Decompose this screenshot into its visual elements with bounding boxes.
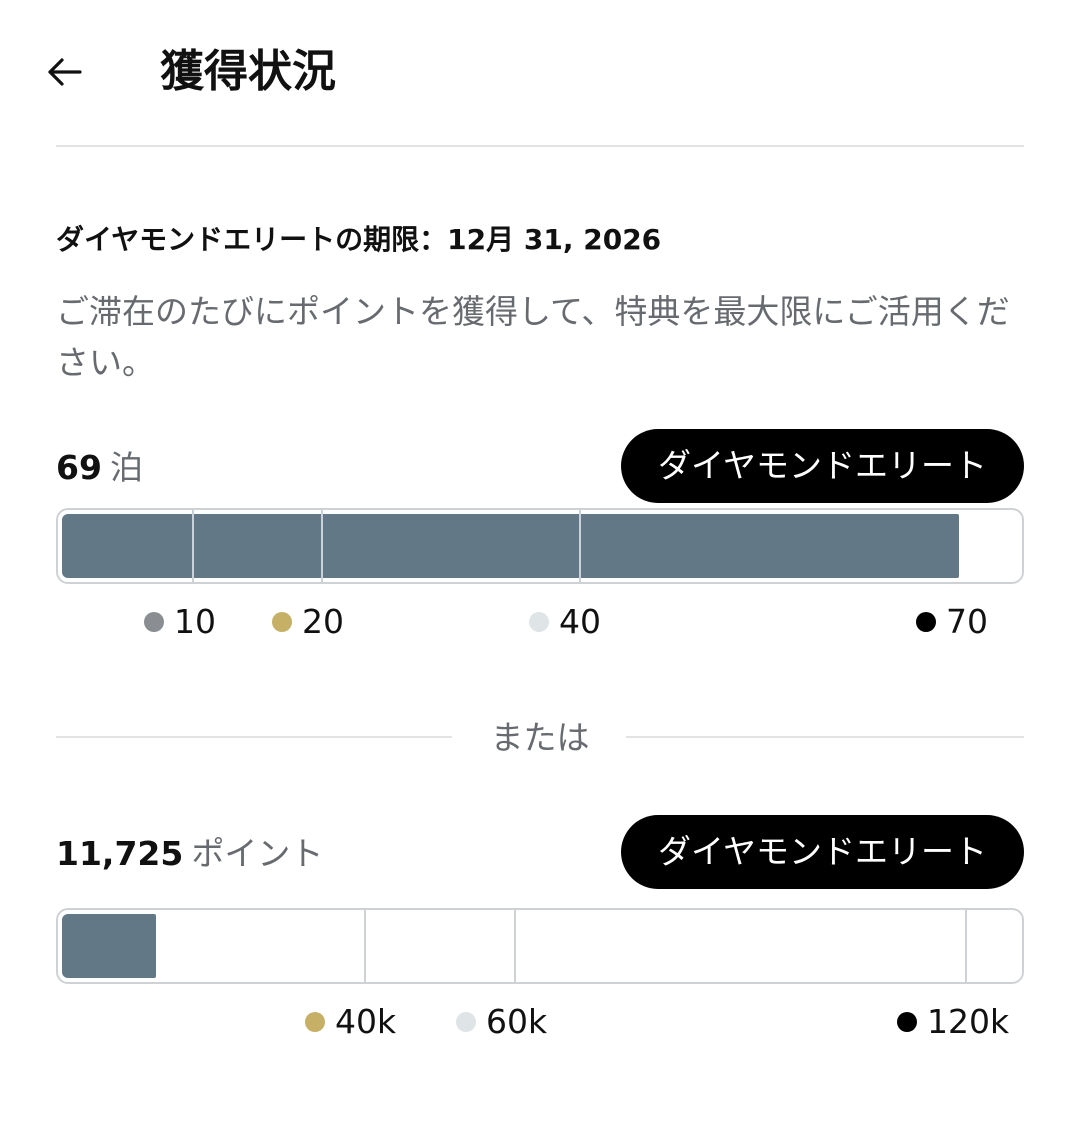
milestone-label: 10: [174, 602, 216, 641]
nights-progress-bar: [56, 508, 1024, 584]
or-label: または: [490, 718, 590, 757]
nights-milestone-tick-20: [321, 510, 323, 582]
or-divider-line-left: [56, 736, 452, 738]
arrow-left-icon: [48, 58, 82, 86]
nights-milestone-tick-40: [579, 510, 581, 582]
milestone-dot: [456, 1012, 476, 1032]
description-text: ご滞在のたびにポイントを獲得して、特典を最大限にご活用ください。: [56, 292, 1010, 382]
milestone-label: 40: [559, 602, 601, 641]
or-divider-line-right: [626, 736, 1024, 738]
nights-tier-badge[interactable]: ダイヤモンドエリート: [620, 429, 1024, 503]
points-milestone-tick-120k: [965, 910, 967, 982]
points-milestone-tick-60k: [514, 910, 516, 982]
milestone-dot: [897, 1012, 917, 1032]
nights-milestone-40: 40: [529, 602, 601, 642]
points-milestone-40k: 40k: [305, 1002, 396, 1042]
points-progress-fill: [62, 914, 156, 978]
milestone-dot: [272, 612, 292, 632]
milestone-label: 120k: [927, 1002, 1010, 1041]
points-milestone-tick-40k: [364, 910, 366, 982]
header-divider: [56, 145, 1024, 147]
points-value: 11,725: [56, 834, 184, 873]
milestone-label: 60k: [486, 1002, 548, 1041]
points-tier-badge[interactable]: ダイヤモンドエリート: [620, 815, 1024, 889]
nights-value: 69: [56, 448, 102, 487]
milestone-label: 20: [302, 602, 344, 641]
points-milestone-120k: 120k: [897, 1002, 1009, 1042]
nights-progress-fill: [62, 514, 959, 578]
points-milestone-60k: 60k: [456, 1002, 547, 1042]
nights-milestone-20: 20: [272, 602, 344, 642]
or-divider: または: [56, 716, 1024, 760]
points-progress-bar: [56, 908, 1024, 984]
milestone-dot: [529, 612, 549, 632]
milestone-dot: [305, 1012, 325, 1032]
nights-milestone-10: 10: [144, 602, 216, 642]
points-count: 11,725 ポイント: [56, 830, 323, 878]
page-title: 獲得状況: [160, 46, 336, 97]
milestone-label: 70: [946, 602, 988, 641]
tier-expiry-text: ダイヤモンドエリートの期限：12月 31, 2026: [56, 223, 662, 256]
app-header: 獲得状況: [0, 0, 1080, 147]
milestone-dot: [144, 612, 164, 632]
milestone-dot: [916, 612, 936, 632]
milestone-label: 40k: [335, 1002, 397, 1041]
points-unit: ポイント: [191, 834, 324, 873]
nights-milestone-70: 70: [916, 602, 988, 642]
nights-unit: 泊: [109, 448, 143, 487]
back-button[interactable]: [36, 40, 92, 104]
nights-milestone-tick-10: [192, 510, 194, 582]
nights-count: 69 泊: [56, 444, 143, 492]
